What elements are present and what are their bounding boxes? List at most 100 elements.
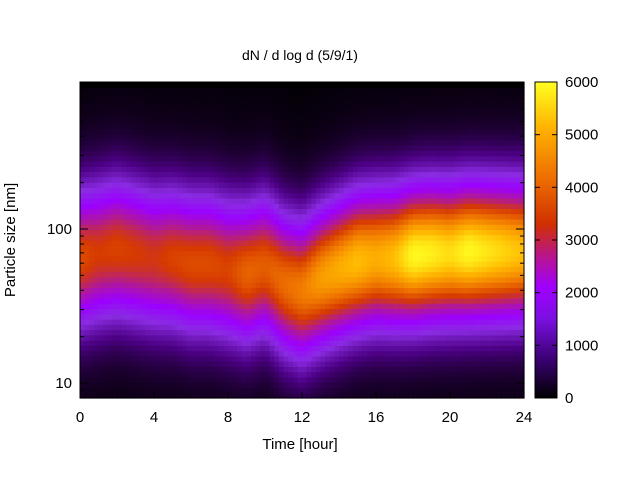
heatmap-cell: [408, 224, 414, 231]
heatmap-cell: [278, 392, 285, 399]
heatmap-cell: [260, 208, 266, 215]
heatmap-cell: [98, 208, 104, 215]
heatmap-cell: [288, 340, 294, 346]
heatmap-cell: [195, 297, 201, 304]
heatmap-cell: [348, 271, 354, 278]
heatmap-cell: [177, 387, 183, 394]
heatmap-cell: [334, 118, 340, 125]
heatmap-cell: [241, 208, 248, 215]
heatmap-cell: [431, 124, 437, 130]
heatmap-cell: [278, 155, 285, 162]
heatmap-cell: [394, 197, 400, 204]
heatmap-cell: [380, 134, 386, 141]
heatmap-cell: [163, 182, 169, 188]
heatmap-cell: [251, 319, 257, 325]
heatmap-cell: [209, 161, 215, 167]
heatmap-cell: [288, 213, 294, 220]
heatmap-cell: [112, 182, 118, 188]
heatmap-cell: [376, 303, 382, 310]
heatmap-cell: [144, 208, 150, 215]
heatmap-cell: [315, 250, 322, 257]
heatmap-cell: [251, 218, 257, 225]
heatmap-cell: [315, 155, 322, 162]
heatmap-cell: [140, 282, 146, 288]
heatmap-cell: [117, 387, 123, 394]
heatmap-cell: [454, 245, 460, 252]
heatmap-cell: [130, 287, 137, 294]
heatmap-cell: [214, 303, 220, 310]
heatmap-cell: [297, 255, 303, 262]
heatmap-cell: [172, 329, 178, 336]
heatmap-cell: [445, 276, 451, 283]
heatmap-cell: [440, 161, 446, 167]
heatmap-cell: [394, 229, 400, 236]
heatmap-cell: [154, 213, 160, 220]
heatmap-cell: [191, 166, 197, 173]
heatmap-cell: [394, 276, 400, 283]
heatmap-cell: [200, 266, 206, 273]
heatmap-cell: [385, 366, 391, 373]
heatmap-cell: [214, 187, 220, 194]
heatmap-cell: [191, 145, 197, 152]
heatmap-cell: [195, 319, 201, 325]
heatmap-cell: [140, 297, 146, 304]
heatmap-cell: [186, 250, 192, 257]
heatmap-cell: [348, 124, 354, 130]
heatmap-cell: [255, 271, 261, 278]
heatmap-cell: [306, 287, 312, 294]
heatmap-cell: [80, 113, 86, 120]
heatmap-cell: [117, 161, 123, 167]
heatmap-cell: [172, 213, 178, 220]
heatmap-cell: [191, 366, 197, 373]
heatmap-cell: [130, 319, 137, 325]
heatmap-cell: [140, 255, 146, 262]
heatmap-cell: [204, 245, 211, 252]
heatmap-cell: [218, 113, 224, 120]
heatmap-cell: [329, 276, 335, 283]
heatmap-cell: [191, 92, 197, 99]
heatmap-cell: [126, 276, 132, 283]
heatmap-cell: [431, 319, 437, 325]
heatmap-cell: [385, 155, 391, 162]
heatmap-cell: [89, 139, 95, 146]
heatmap-cell: [292, 155, 298, 162]
heatmap-cell: [380, 192, 386, 199]
heatmap-cell: [292, 171, 298, 178]
heatmap-cell: [399, 129, 405, 136]
heatmap-cell: [126, 345, 132, 352]
heatmap-cell: [288, 197, 294, 204]
heatmap-cell: [283, 376, 289, 383]
heatmap-cell: [140, 345, 146, 352]
heatmap-cell: [117, 361, 123, 367]
heatmap-cell: [459, 155, 465, 162]
heatmap-cell: [255, 229, 261, 236]
heatmap-cell: [403, 176, 409, 183]
heatmap-cell: [389, 229, 396, 236]
heatmap-cell: [376, 255, 382, 262]
heatmap-cell: [107, 124, 113, 130]
heatmap-cell: [186, 176, 192, 183]
heatmap-cell: [200, 240, 206, 246]
heatmap-cell: [223, 176, 229, 183]
heatmap-cell: [389, 118, 396, 125]
heatmap-cell: [186, 255, 192, 262]
heatmap-cell: [399, 261, 405, 267]
heatmap-cell: [454, 303, 460, 310]
heatmap-cell: [209, 276, 215, 283]
heatmap-cell: [167, 103, 174, 109]
heatmap-cell: [436, 276, 442, 283]
heatmap-cell: [371, 376, 377, 383]
heatmap-cell: [274, 355, 280, 362]
heatmap-cell: [126, 324, 132, 331]
heatmap-cell: [112, 345, 118, 352]
heatmap-cell: [260, 382, 266, 389]
heatmap-cell: [204, 329, 211, 336]
heatmap-cell: [223, 197, 229, 204]
heatmap-cell: [265, 182, 271, 188]
heatmap-cell: [154, 208, 160, 215]
heatmap-cell: [228, 361, 234, 367]
heatmap-cell: [302, 87, 308, 94]
heatmap-cell: [186, 208, 192, 215]
heatmap-cell: [214, 282, 220, 288]
heatmap-cell: [348, 224, 354, 231]
